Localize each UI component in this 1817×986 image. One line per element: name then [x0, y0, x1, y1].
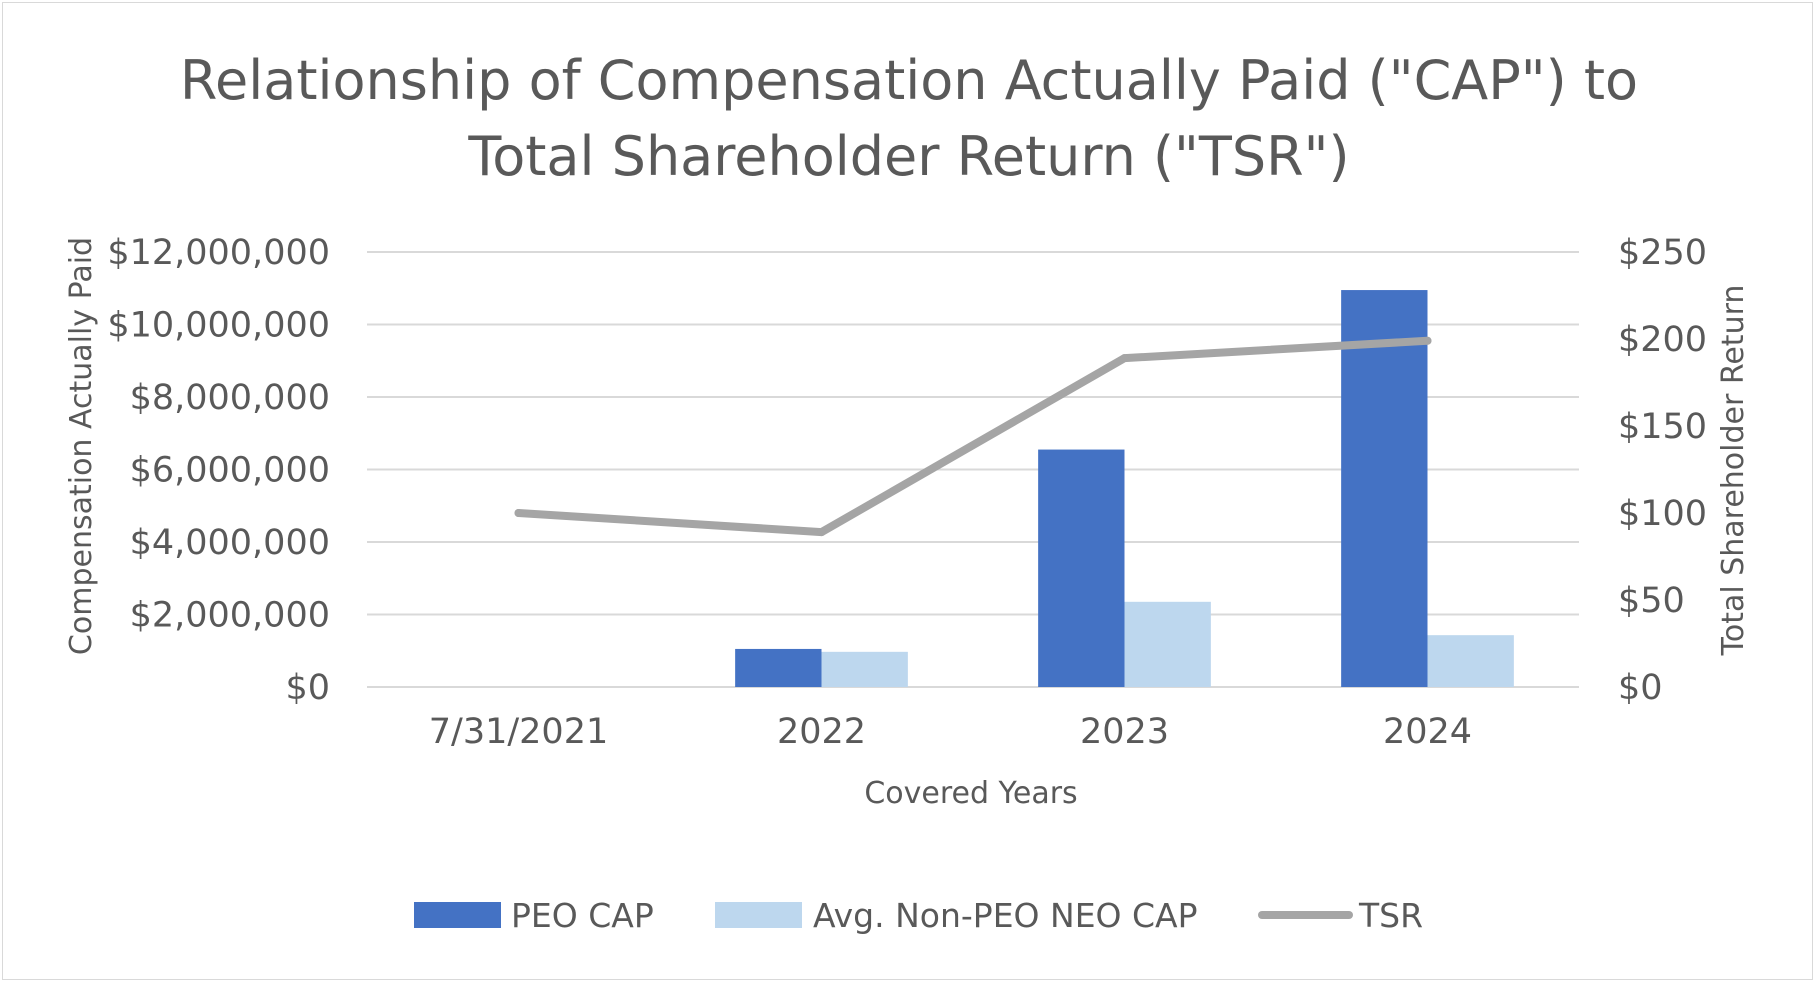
- legend[interactable]: PEO CAP Avg. Non-PEO NEO CAP TSR: [414, 896, 1423, 935]
- y-tick-label: $10,000,000: [107, 306, 330, 346]
- tsr-line[interactable]: [514, 336, 1432, 537]
- gridlines: [367, 251, 1579, 688]
- y2-tick-label: $200: [1618, 320, 1707, 360]
- bars: [735, 290, 1514, 687]
- x-tick-label: 2023: [1080, 712, 1169, 752]
- y-tick-label: $2,000,000: [130, 596, 330, 636]
- y2-tick-label: $50: [1618, 581, 1685, 621]
- legend-label-peo-cap: PEO CAP: [511, 896, 654, 935]
- legend-label-tsr: TSR: [1358, 896, 1423, 935]
- chart: Relationship of Compensation Actually Pa…: [64, 49, 1751, 935]
- chart-title-line-2: Total Shareholder Return ("TSR"): [467, 125, 1349, 188]
- legend-swatch-avg-non-peo-neo-cap: [715, 902, 802, 928]
- x-axis-ticks: 7/31/2021 2022 2023 2024: [429, 712, 1472, 752]
- y-axis-label: Compensation Actually Paid: [64, 237, 99, 655]
- x-tick-label: 2024: [1383, 712, 1472, 752]
- y2-axis-ticks: $0 $50 $100 $150 $200 $250: [1618, 233, 1707, 708]
- y2-tick-label: $100: [1618, 494, 1707, 534]
- y-tick-label: $0: [285, 668, 330, 708]
- y-tick-label: $4,000,000: [130, 523, 330, 563]
- bar-avg-non-peo-neo-cap-2023[interactable]: [1124, 601, 1211, 687]
- y-tick-label: $8,000,000: [130, 378, 330, 418]
- y2-tick-label: $250: [1618, 233, 1707, 273]
- x-tick-label: 2022: [777, 712, 866, 752]
- tsr-point[interactable]: [514, 509, 523, 517]
- y-axis-ticks: $0 $2,000,000 $4,000,000 $6,000,000 $8,000,0…: [107, 233, 330, 708]
- tsr-point[interactable]: [1423, 336, 1432, 345]
- y2-axis-label: Total Shareholder Return: [1716, 285, 1751, 657]
- legend-swatch-peo-cap: [414, 902, 501, 928]
- y-tick-label: $12,000,000: [107, 233, 330, 273]
- bar-peo-cap-2022[interactable]: [735, 648, 822, 687]
- tsr-point[interactable]: [817, 528, 826, 537]
- y2-tick-label: $150: [1618, 407, 1707, 447]
- y-tick-label: $6,000,000: [130, 451, 330, 491]
- tsr-point[interactable]: [1120, 354, 1129, 363]
- x-axis-label: Covered Years: [864, 776, 1077, 811]
- tsr-line-group: [514, 336, 1432, 537]
- bar-peo-cap-2023[interactable]: [1038, 449, 1125, 687]
- bar-avg-non-peo-neo-cap-2024[interactable]: [1427, 635, 1514, 687]
- legend-label-avg-non-peo-neo-cap: Avg. Non-PEO NEO CAP: [813, 896, 1198, 935]
- y2-tick-label: $0: [1618, 668, 1663, 708]
- x-tick-label: 7/31/2021: [429, 712, 608, 752]
- chart-title-line-1: Relationship of Compensation Actually Pa…: [180, 49, 1638, 112]
- bar-avg-non-peo-neo-cap-2022[interactable]: [821, 651, 908, 687]
- bar-peo-cap-2024[interactable]: [1341, 290, 1428, 687]
